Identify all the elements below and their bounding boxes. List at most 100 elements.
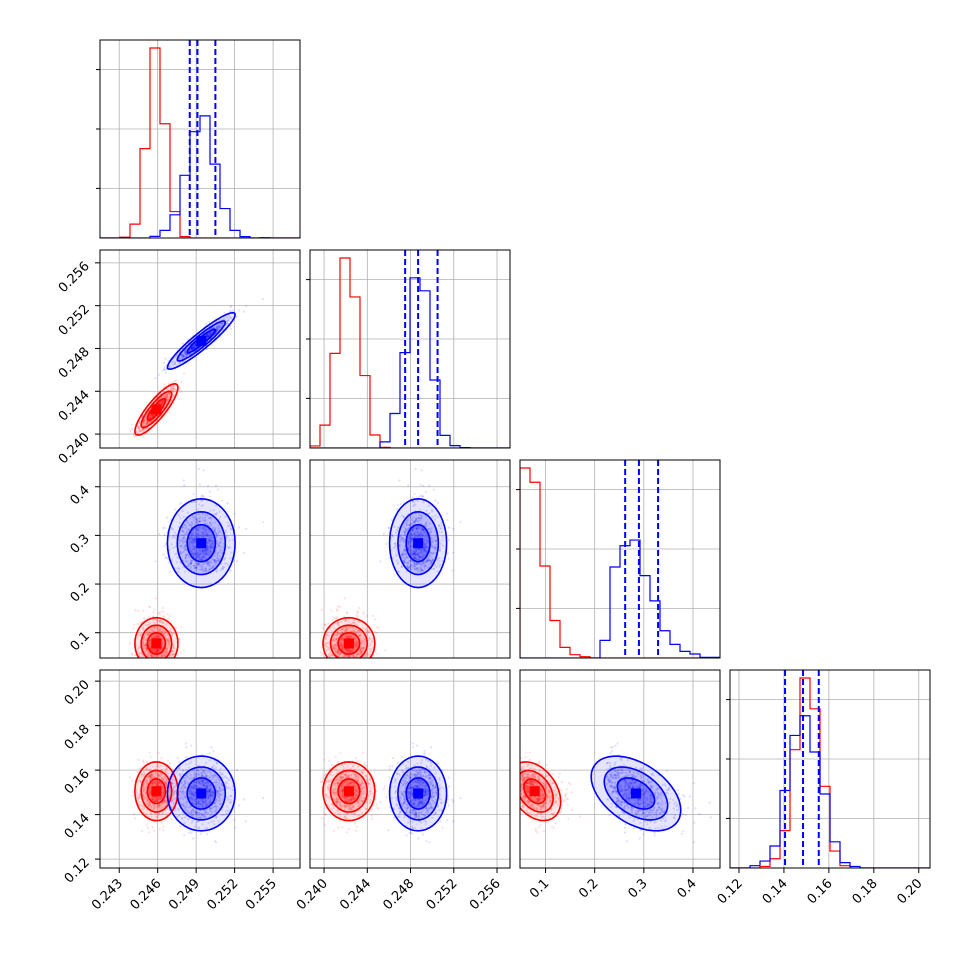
scatter-point bbox=[153, 649, 156, 652]
scatter-point bbox=[194, 553, 197, 556]
scatter-point bbox=[144, 419, 147, 422]
diag-panel-0 bbox=[96, 39, 301, 239]
scatter-point bbox=[163, 632, 166, 635]
scatter-point bbox=[215, 535, 219, 538]
scatter-point bbox=[193, 345, 196, 348]
scatter-point bbox=[138, 426, 141, 430]
scatter-point bbox=[213, 325, 216, 328]
scatter-point bbox=[186, 553, 189, 556]
scatter-point bbox=[323, 623, 326, 626]
scatter-point bbox=[214, 561, 217, 564]
scatter-point bbox=[215, 569, 218, 572]
scatter-point bbox=[421, 495, 424, 498]
scatter-point bbox=[207, 334, 210, 338]
scatter-point bbox=[177, 358, 181, 361]
scatter-point bbox=[146, 421, 149, 424]
scatter-point bbox=[191, 346, 194, 350]
scatter-point bbox=[447, 526, 450, 529]
scatter-point bbox=[365, 614, 369, 618]
scatter-point bbox=[357, 659, 359, 661]
scatter-point bbox=[414, 467, 417, 471]
scatter-point bbox=[142, 647, 145, 651]
scatter-point bbox=[209, 542, 212, 545]
scatter-point bbox=[144, 642, 148, 645]
scatter-point bbox=[388, 526, 391, 529]
scatter-point bbox=[149, 654, 152, 657]
scatter-point bbox=[211, 541, 214, 544]
scatter-point bbox=[191, 539, 195, 542]
scatter-point bbox=[163, 650, 166, 653]
scatter-point bbox=[140, 652, 143, 655]
scatter-point bbox=[218, 545, 221, 548]
scatter-point bbox=[156, 650, 159, 654]
scatter-point bbox=[161, 630, 164, 633]
scatter-point bbox=[226, 534, 229, 538]
scatter-point bbox=[149, 647, 152, 650]
scatter-point bbox=[165, 396, 169, 400]
scatter-point bbox=[188, 528, 191, 532]
scatter-point bbox=[154, 618, 158, 621]
scatter-point bbox=[193, 565, 196, 568]
scatter-point bbox=[174, 389, 177, 392]
scatter-point bbox=[150, 658, 152, 660]
scatter-point bbox=[184, 352, 187, 356]
scatter-point bbox=[161, 402, 164, 405]
scatter-point bbox=[191, 537, 195, 540]
scatter-point bbox=[198, 483, 202, 486]
scatter-point bbox=[204, 557, 207, 560]
scatter-point bbox=[143, 618, 146, 621]
scatter-point bbox=[174, 552, 177, 556]
scatter-point bbox=[225, 315, 228, 318]
scatter-point bbox=[217, 551, 220, 555]
scatter-point bbox=[165, 647, 169, 650]
scatter-point bbox=[192, 545, 195, 548]
scatter-point bbox=[343, 597, 347, 600]
scatter-point bbox=[151, 414, 154, 417]
scatter-point bbox=[414, 436, 416, 438]
scatter-point bbox=[173, 387, 176, 390]
scatter-point bbox=[220, 322, 223, 325]
scatter-point bbox=[209, 550, 212, 553]
scatter-point bbox=[161, 647, 164, 650]
scatter-point bbox=[170, 655, 173, 658]
scatter-point bbox=[175, 354, 178, 358]
scatter-point bbox=[218, 326, 221, 329]
scatter-point bbox=[207, 538, 210, 541]
scatter-point bbox=[203, 528, 206, 531]
scatter-point bbox=[216, 551, 219, 555]
scatter-point bbox=[165, 393, 168, 396]
scatter-point bbox=[201, 504, 204, 507]
scatter-point bbox=[206, 564, 209, 567]
scatter-point bbox=[172, 389, 175, 393]
scatter-point bbox=[157, 649, 160, 653]
scatter-point bbox=[163, 368, 166, 371]
scatter-point bbox=[217, 543, 220, 546]
scatter-point bbox=[237, 309, 241, 312]
scatter-point bbox=[144, 650, 147, 653]
scatter-point bbox=[143, 418, 146, 422]
scatter-point bbox=[193, 346, 196, 349]
scatter-point bbox=[190, 538, 193, 541]
scatter-point bbox=[242, 310, 246, 313]
scatter-point bbox=[230, 551, 233, 554]
scatter-point bbox=[142, 626, 145, 629]
scatter-point bbox=[180, 356, 183, 359]
scatter-point bbox=[170, 543, 174, 546]
scatter-point bbox=[356, 615, 359, 618]
scatter-point bbox=[180, 356, 184, 359]
scatter-point bbox=[155, 634, 158, 637]
scatter-point bbox=[229, 327, 233, 331]
scatter-point bbox=[205, 544, 209, 548]
scatter-point bbox=[190, 549, 193, 552]
scatter-point bbox=[168, 535, 171, 538]
scatter-point bbox=[205, 561, 208, 564]
scatter-point bbox=[204, 519, 207, 522]
scatter-point bbox=[205, 333, 209, 336]
scatter-point bbox=[226, 320, 229, 323]
scatter-point bbox=[145, 649, 148, 653]
scatter-point bbox=[375, 626, 378, 629]
scatter-point bbox=[213, 555, 216, 558]
scatter-point bbox=[161, 400, 164, 403]
scatter-point bbox=[216, 556, 219, 559]
